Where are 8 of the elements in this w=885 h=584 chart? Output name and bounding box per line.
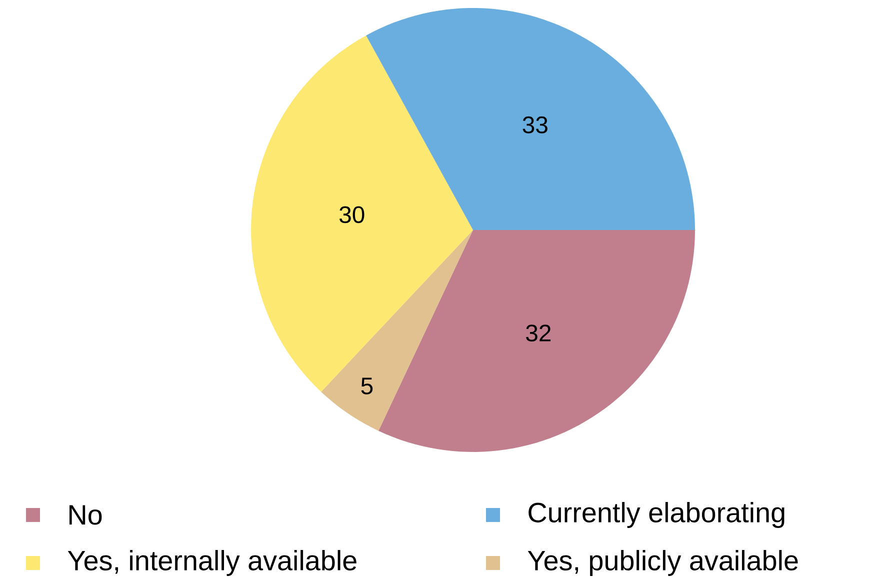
data-label: 5	[361, 378, 373, 394]
data-label: 33	[522, 116, 548, 134]
data-label: 32	[526, 324, 551, 342]
legend-label: Yes, internally available	[68, 550, 356, 576]
legend-label: Currently elaborating	[528, 502, 784, 528]
legend-label: Yes, publicly available	[528, 550, 798, 576]
legend-label: No	[69, 505, 102, 525]
data-label: 30	[339, 206, 364, 224]
